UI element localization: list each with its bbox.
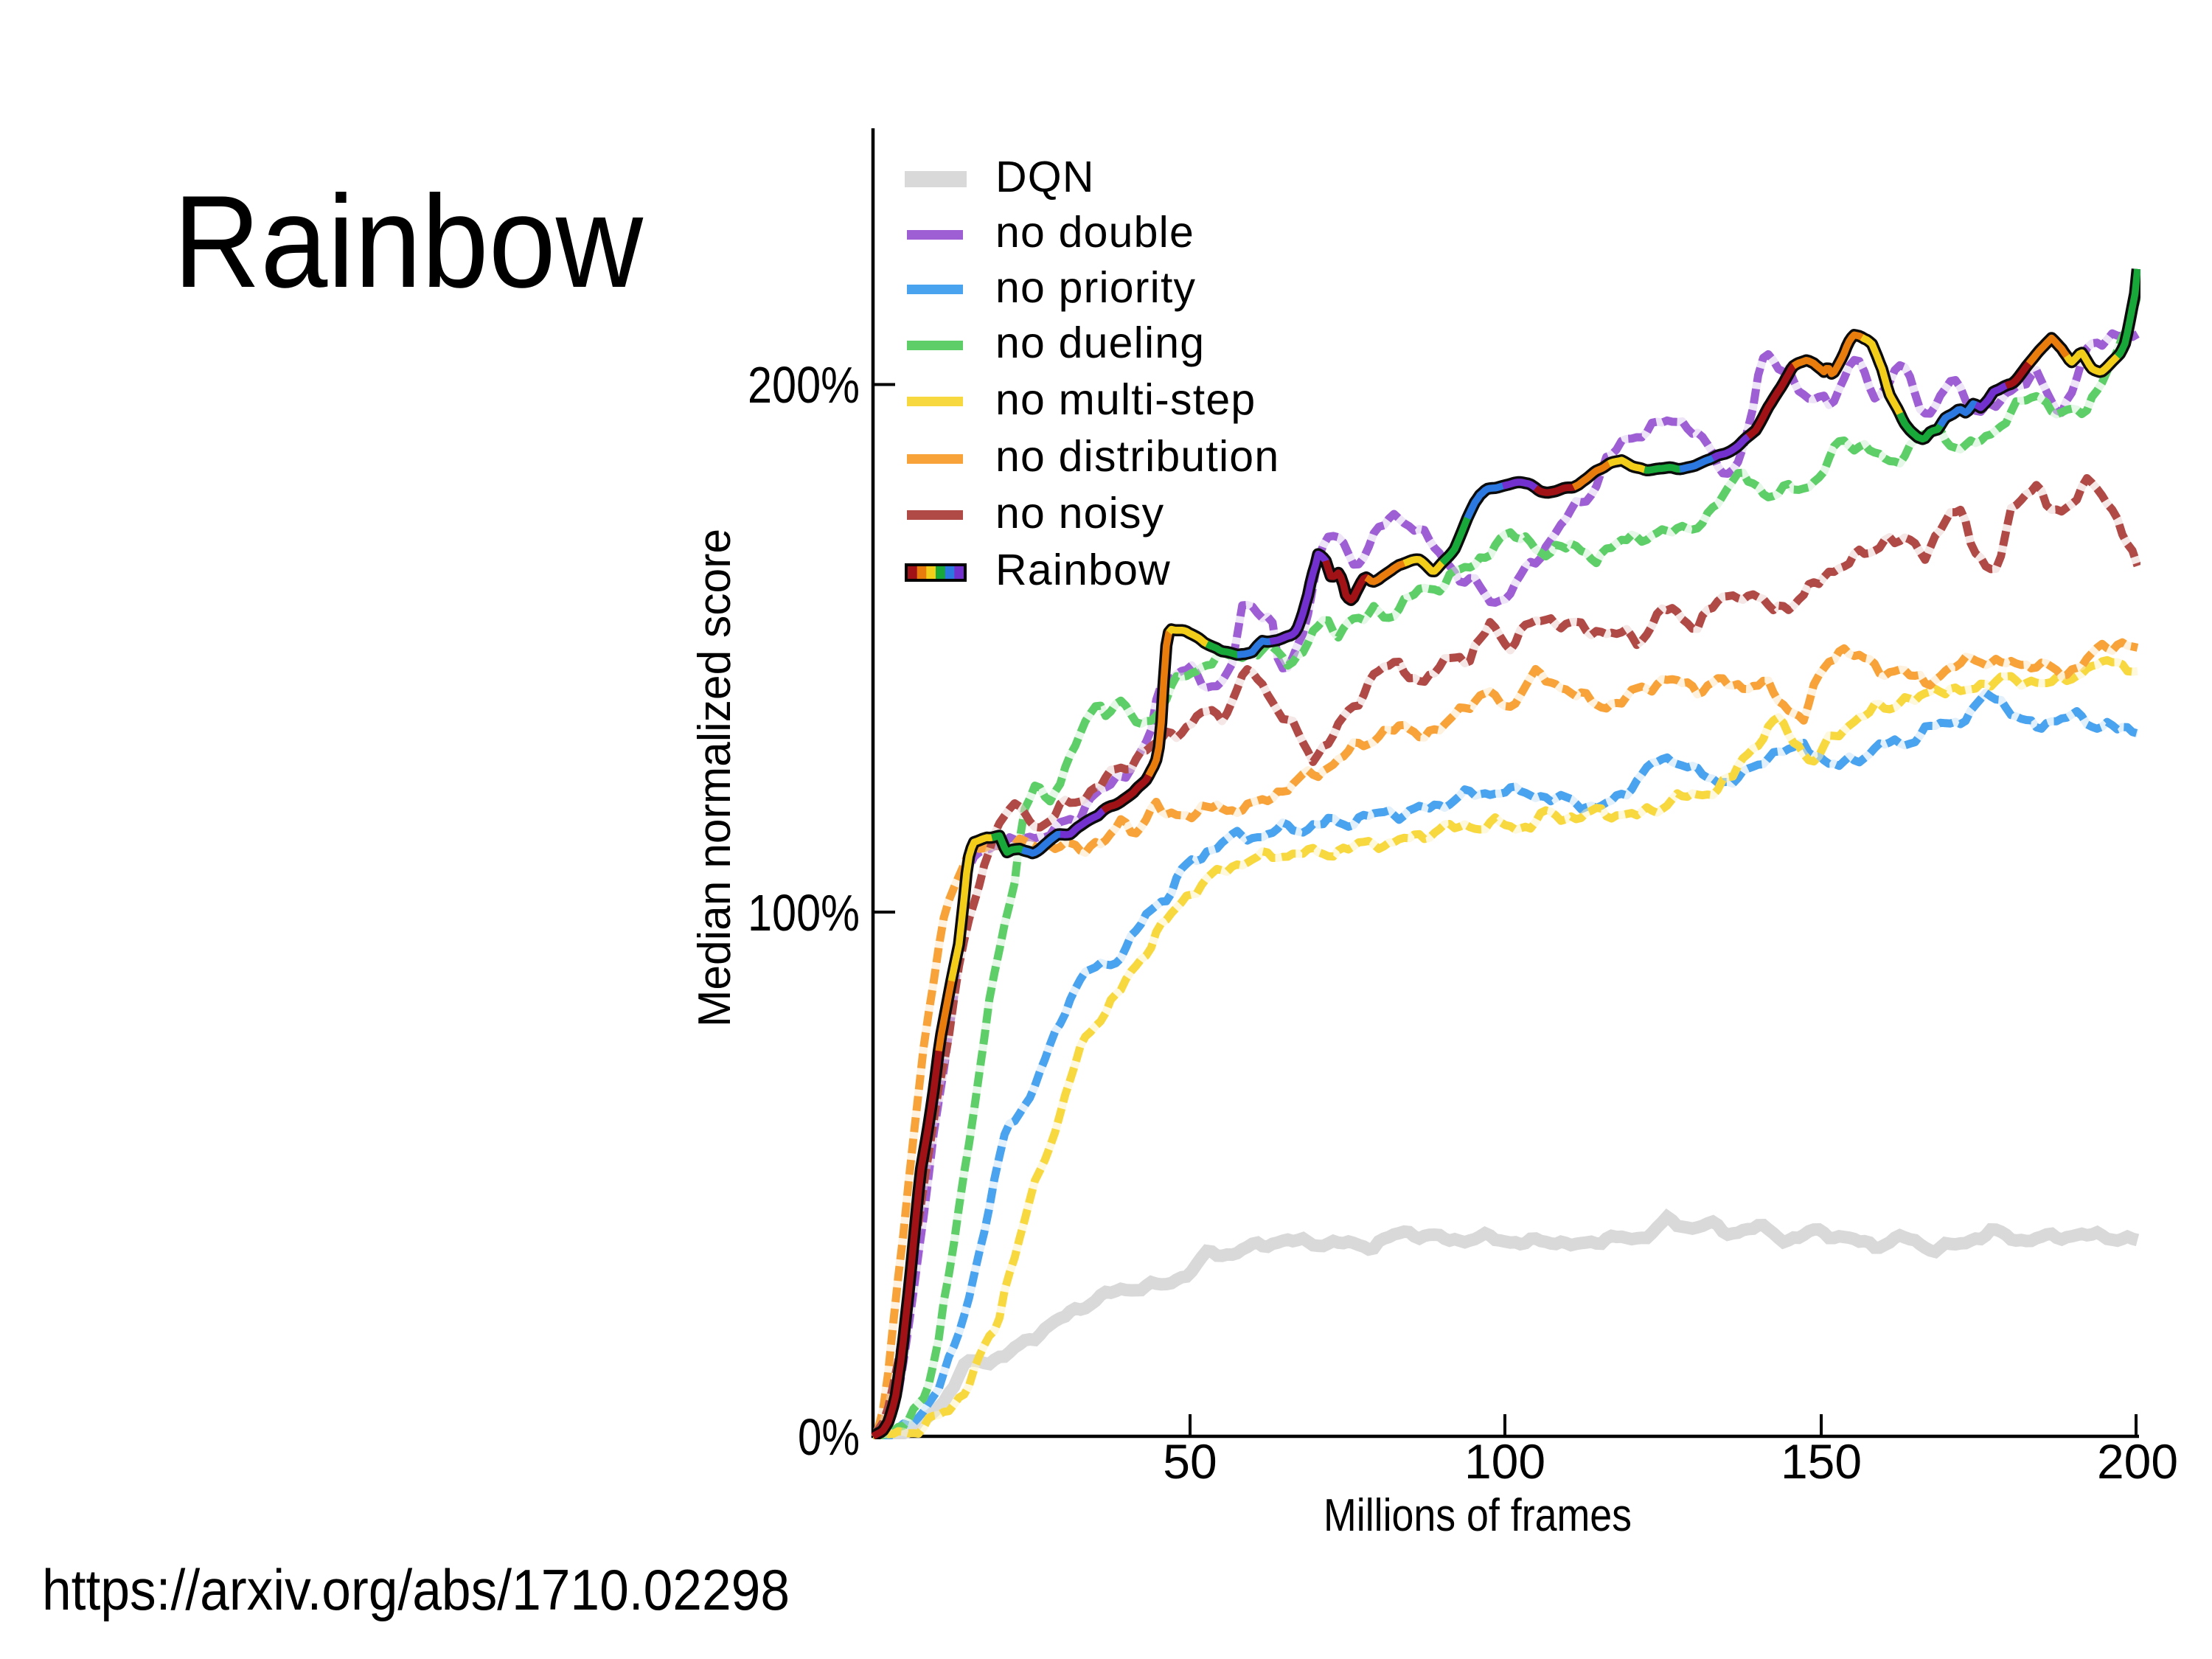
- svg-text:https://arxiv.org/abs/1710.022: https://arxiv.org/abs/1710.02298: [42, 1557, 790, 1622]
- svg-text:0%: 0%: [798, 1408, 860, 1466]
- svg-text:no dueling: no dueling: [995, 319, 1205, 367]
- svg-text:no priority: no priority: [995, 263, 1196, 312]
- svg-text:100%: 100%: [748, 884, 860, 942]
- svg-text:DQN: DQN: [995, 153, 1095, 201]
- svg-text:150: 150: [1781, 1434, 1862, 1489]
- svg-text:no multi-step: no multi-step: [995, 375, 1256, 424]
- svg-text:200%: 200%: [748, 356, 860, 414]
- svg-text:Rainbow: Rainbow: [995, 546, 1171, 594]
- svg-text:200: 200: [2097, 1434, 2178, 1489]
- svg-text:Rainbow: Rainbow: [173, 168, 643, 315]
- svg-text:no double: no double: [995, 208, 1194, 257]
- svg-text:no noisy: no noisy: [995, 489, 1164, 538]
- svg-text:no distribution: no distribution: [995, 432, 1279, 481]
- svg-text:Millions of frames: Millions of frames: [1324, 1490, 1632, 1541]
- svg-text:50: 50: [1163, 1434, 1217, 1489]
- svg-text:Median normalized score: Median normalized score: [689, 529, 740, 1027]
- svg-text:100: 100: [1464, 1434, 1545, 1489]
